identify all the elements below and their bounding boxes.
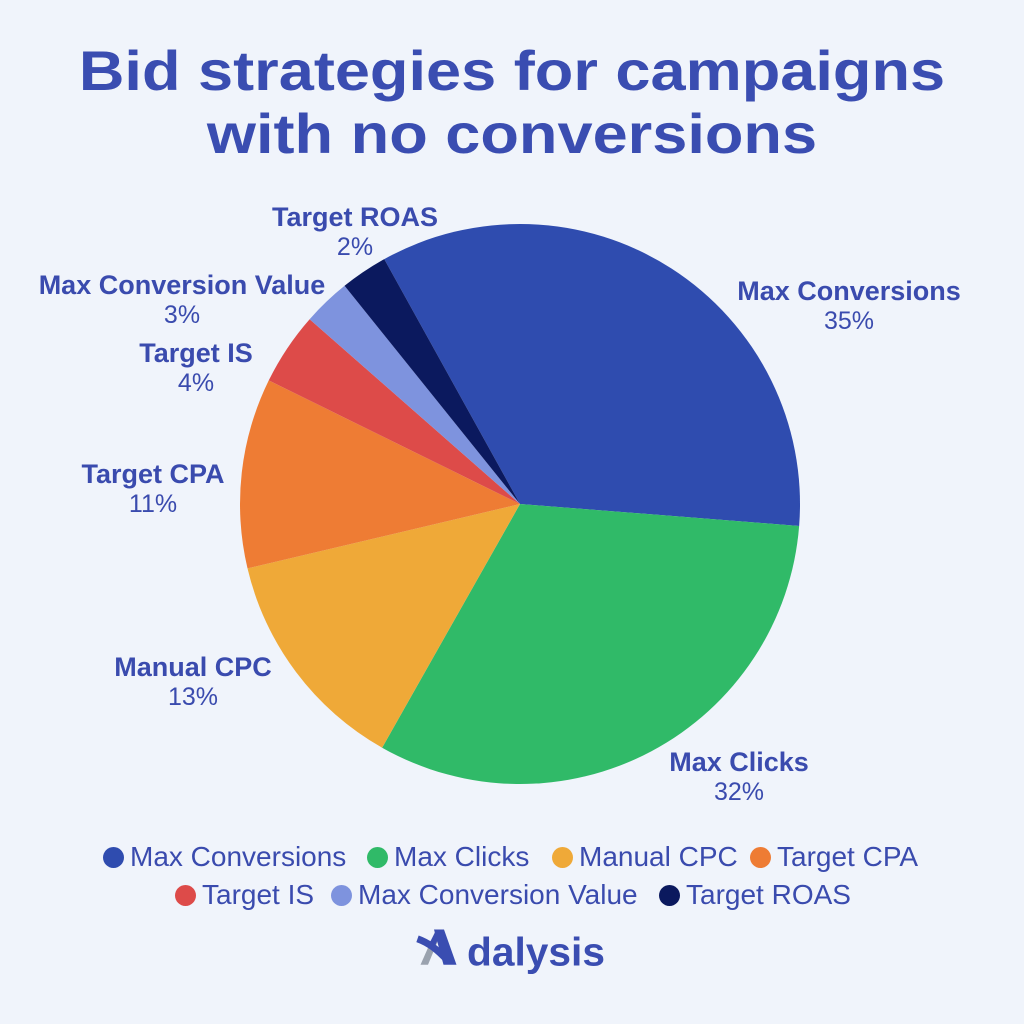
svg-text:dalysis: dalysis: [467, 931, 605, 975]
